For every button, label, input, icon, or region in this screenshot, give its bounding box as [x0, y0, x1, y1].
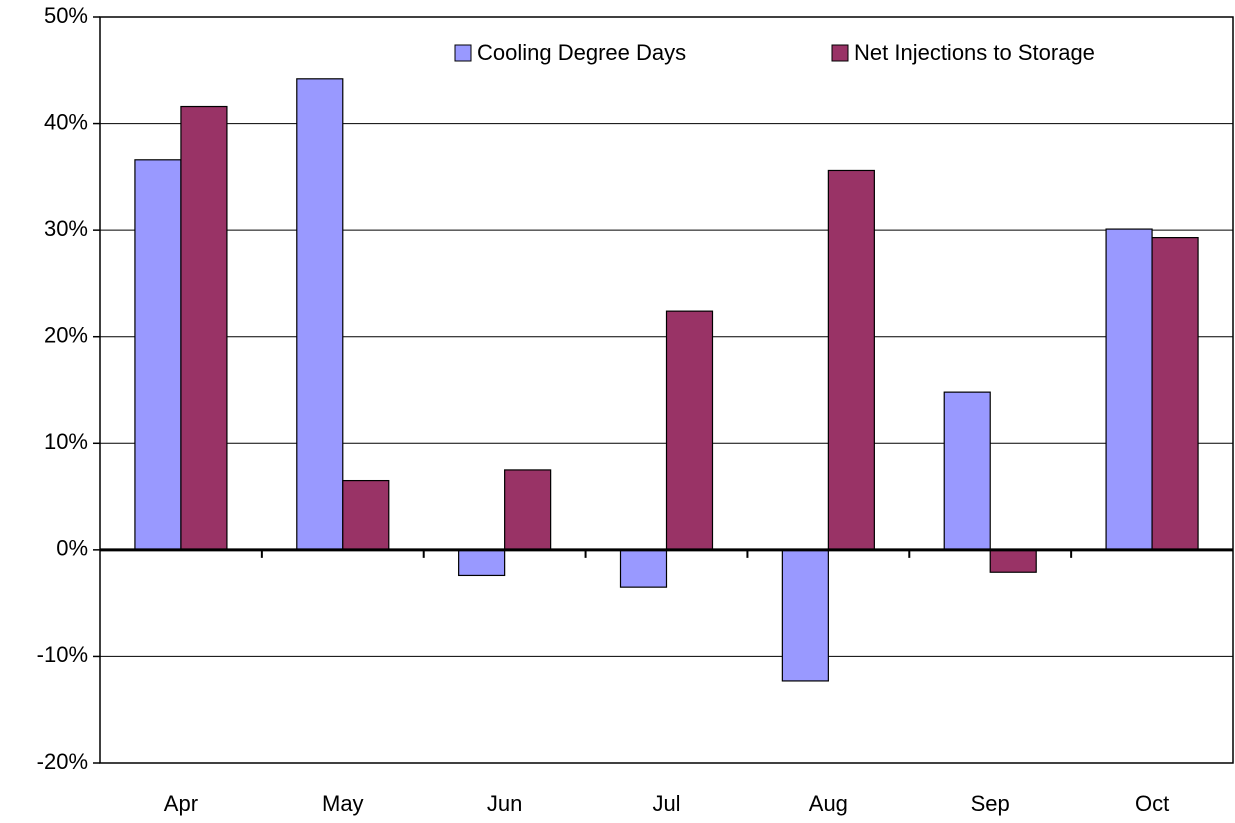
y-tick-label: -10%	[37, 642, 88, 667]
bar	[665, 310, 714, 551]
bar	[458, 549, 506, 577]
bar	[1151, 237, 1199, 551]
bar	[619, 549, 668, 588]
x-tick-label: Jul	[652, 791, 680, 816]
x-tick-label: May	[322, 791, 364, 816]
y-tick-label: 10%	[44, 429, 88, 454]
bar	[943, 391, 991, 551]
x-tick-label: Oct	[1135, 791, 1169, 816]
bar	[134, 159, 182, 551]
y-tick-label: 0%	[56, 536, 88, 561]
y-tick-label: 50%	[44, 3, 88, 28]
legend-swatch	[454, 44, 472, 62]
bar	[180, 105, 228, 551]
legend-label: Cooling Degree Days	[477, 40, 686, 65]
y-tick-label: 20%	[44, 323, 88, 348]
y-tick-label: 30%	[44, 216, 88, 241]
legend-label: Net Injections to Storage	[854, 40, 1095, 65]
bar	[827, 169, 875, 551]
bar	[296, 78, 344, 551]
y-tick-label: -20%	[37, 749, 88, 774]
bar	[989, 549, 1037, 573]
x-tick-label: Sep	[971, 791, 1010, 816]
bar	[342, 479, 390, 551]
x-tick-label: Jun	[487, 791, 522, 816]
legend-swatch	[831, 44, 849, 62]
bar	[781, 549, 829, 682]
x-tick-label: Aug	[809, 791, 848, 816]
bar	[1105, 228, 1153, 551]
bar	[504, 469, 552, 551]
y-tick-label: 40%	[44, 109, 88, 134]
x-tick-label: Apr	[164, 791, 198, 816]
